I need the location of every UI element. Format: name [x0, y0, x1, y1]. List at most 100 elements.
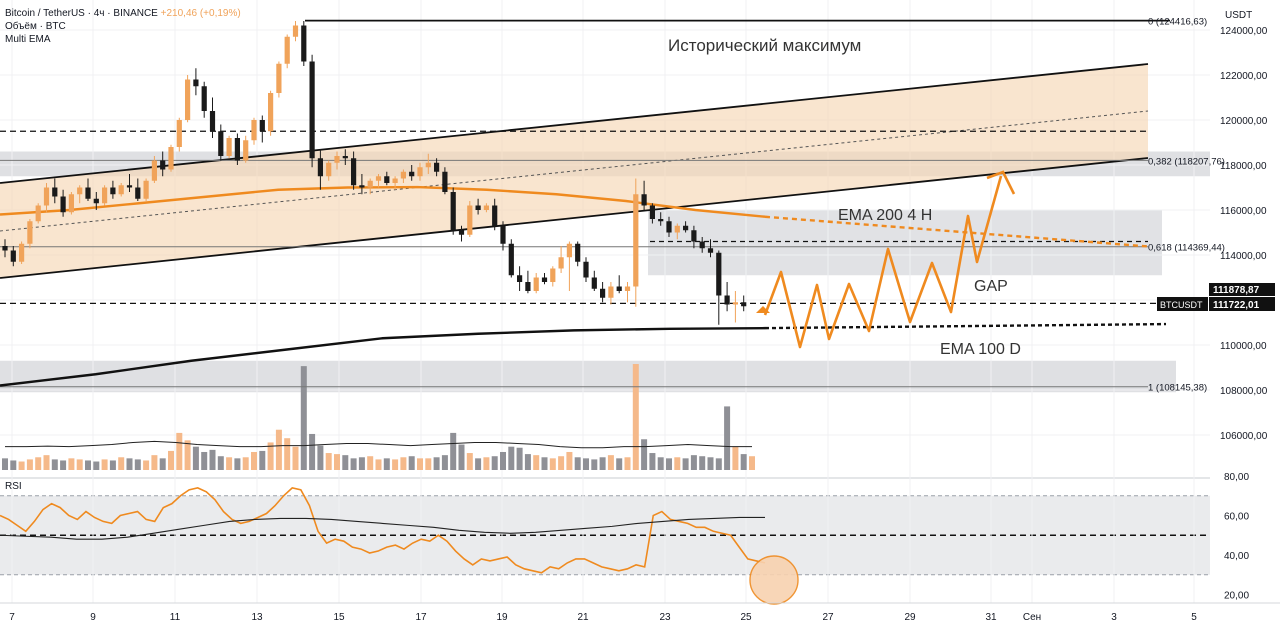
- volume-bar: [242, 457, 249, 470]
- candle-bear: [583, 261, 589, 278]
- volume-bar: [533, 455, 540, 470]
- volume-bar: [101, 459, 108, 470]
- gap-zone: [648, 210, 1162, 276]
- candle-bear: [52, 187, 58, 197]
- legend-symbol-row[interactable]: Bitcoin / TetherUS · 4ч · BINANCE +210,4…: [5, 7, 241, 20]
- candle-bear: [707, 248, 714, 253]
- forecast-layer: [756, 170, 1016, 349]
- volume-bar: [151, 455, 158, 470]
- candle-bear: [724, 295, 730, 305]
- candle-bear: [135, 187, 141, 199]
- volume-bar: [724, 406, 731, 470]
- candle-bear: [458, 230, 465, 235]
- candle-bear: [409, 171, 415, 177]
- candle-bear: [616, 286, 622, 291]
- candle-bull: [624, 286, 631, 291]
- fib-label: 0 (124416,63): [1148, 17, 1207, 28]
- volume-bar: [541, 457, 548, 470]
- volume-bar: [574, 457, 581, 470]
- volume-bar: [192, 446, 199, 470]
- candle-bear: [649, 205, 655, 219]
- currency-label: USDT: [1225, 10, 1252, 21]
- volume-bar: [275, 429, 282, 470]
- volume-bar: [699, 456, 706, 470]
- volume-bar: [234, 458, 241, 470]
- volume-bar: [624, 457, 631, 470]
- candle-bull: [19, 243, 25, 262]
- volume-bar: [18, 461, 25, 470]
- volume-bar: [483, 457, 490, 470]
- volume-bar: [682, 458, 689, 470]
- time-tick-label: Сен: [1023, 612, 1041, 623]
- candle-bear: [541, 277, 548, 282]
- ema200-projection: [764, 215, 1149, 248]
- candle-bull: [732, 302, 738, 305]
- channel-lower-line: [0, 157, 1149, 279]
- volume-bar: [367, 456, 374, 470]
- candle-bear: [359, 185, 365, 188]
- volume-legend[interactable]: Объём · BTC: [5, 21, 66, 32]
- price-axis-layer: 124000,00 122000,00 120000,00 118000,00 1160…: [1157, 0, 1280, 603]
- candle-bull: [392, 178, 398, 183]
- time-tick-label: 11: [170, 612, 181, 623]
- fib-label: 0,382 (118207,76): [1148, 156, 1225, 167]
- price-tag-bottom-bg: [1209, 297, 1275, 311]
- volume-ma-line: [5, 440, 752, 449]
- time-axis-layer: 7 9 11 13 15 17 19 21 23 25 27 29 31 Сен 3 5: [0, 602, 1280, 623]
- time-tick-label: 15: [333, 612, 345, 623]
- candle-bull: [334, 156, 340, 163]
- volume-bar: [616, 458, 623, 470]
- candle-bull: [558, 257, 564, 269]
- candle-bear: [442, 171, 448, 192]
- candle-bear: [641, 194, 647, 206]
- candle-bear: [475, 205, 481, 210]
- candle-bull: [633, 194, 639, 287]
- candle-bear: [508, 243, 514, 276]
- rsi-line: [0, 486, 766, 574]
- volume-bar: [375, 459, 382, 470]
- fib-label: 1 (108145,38): [1148, 383, 1207, 394]
- forecast-start-marker: [756, 306, 770, 313]
- volume-bar: [400, 457, 407, 470]
- volume-bar: [441, 455, 448, 470]
- candle-bull: [102, 187, 108, 204]
- rsi-tick-label: 60,00: [1224, 512, 1249, 523]
- candle-bear: [342, 156, 348, 159]
- ema-legend[interactable]: Multi EMA: [5, 34, 51, 45]
- candles-layer: [2, 21, 747, 325]
- candle-bull: [425, 162, 431, 168]
- candle-bear: [309, 61, 315, 159]
- price-tick-label: 122000,00: [1220, 71, 1268, 82]
- candle-bull: [243, 140, 249, 161]
- price-tag-bottom: 111722,01: [1213, 300, 1260, 311]
- candle-bull: [284, 36, 290, 64]
- volume-bar: [134, 459, 141, 470]
- volume-bar: [259, 450, 266, 470]
- volume-bar: [641, 439, 648, 470]
- gap-label: GAP: [974, 278, 1008, 295]
- candle-bull: [168, 147, 174, 170]
- volume-bar: [350, 458, 357, 470]
- candle-bull: [367, 180, 373, 188]
- volume-bar: [118, 457, 125, 470]
- candle-bear: [575, 243, 581, 262]
- candle-bull: [326, 162, 332, 177]
- candle-bear: [517, 275, 523, 282]
- volume-bar: [325, 453, 332, 470]
- candle-bear: [492, 205, 498, 226]
- volume-bar: [392, 459, 399, 470]
- candle-bear: [85, 187, 91, 199]
- volume-bar: [334, 454, 340, 470]
- rsi-tick-label: 20,00: [1224, 591, 1249, 602]
- volume-bar: [524, 454, 531, 470]
- candle-bear: [209, 111, 216, 132]
- candle-bear: [259, 120, 265, 132]
- volume-bar: [309, 433, 316, 470]
- candle-bear: [683, 225, 689, 231]
- candle-bear: [351, 158, 357, 186]
- volume-bar: [168, 450, 174, 470]
- volume-bar: [68, 458, 75, 470]
- candle-bear: [691, 230, 697, 242]
- volume-bar: [583, 458, 589, 470]
